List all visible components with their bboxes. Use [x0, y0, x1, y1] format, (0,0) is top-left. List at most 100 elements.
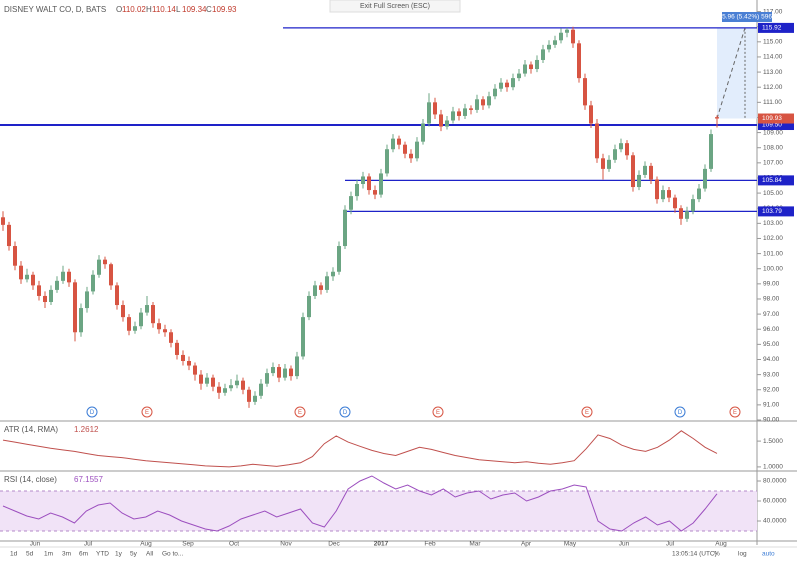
candle-body	[253, 395, 257, 402]
candle-body	[493, 88, 497, 97]
candle-body	[139, 312, 143, 327]
candle-body	[583, 78, 587, 106]
candle-body	[145, 305, 149, 313]
y-tick-label: 40.0000	[763, 518, 787, 525]
range-button[interactable]: 1m	[44, 551, 53, 558]
candle-body	[529, 64, 533, 70]
candle-body	[55, 280, 59, 290]
ohlc-key: L	[176, 5, 181, 14]
candle-body	[211, 377, 215, 387]
range-button[interactable]: 1d	[10, 551, 18, 558]
event-marker[interactable]	[294, 406, 306, 418]
event-marker[interactable]	[339, 406, 351, 418]
x-tick-label: Aug	[140, 541, 152, 548]
event-marker[interactable]	[581, 406, 593, 418]
candle-body	[649, 165, 653, 180]
candle-body	[277, 367, 281, 378]
event-label[interactable]: D	[90, 410, 95, 416]
candle-body	[415, 141, 419, 159]
candle-body	[457, 111, 461, 116]
event-label[interactable]: D	[678, 410, 683, 416]
candle-body	[175, 342, 179, 355]
range-button[interactable]: 5d	[26, 551, 34, 558]
candle-body	[109, 264, 113, 286]
y-tick-label: 91.00	[763, 402, 780, 409]
atr-label: ATR (14, RMA)	[4, 425, 58, 434]
x-tick-label: May	[564, 541, 577, 548]
scale-option[interactable]: auto	[762, 551, 775, 558]
candle-body	[217, 386, 221, 393]
candle-body	[517, 73, 521, 79]
candle-body	[553, 40, 557, 45]
candle-body	[619, 143, 623, 150]
candle-body	[571, 29, 575, 44]
ohlc-value: 109.93	[212, 5, 237, 14]
y-tick-label: 98.00	[763, 296, 780, 303]
range-button[interactable]: 1y	[115, 551, 123, 558]
x-tick-label: Jun	[619, 541, 630, 548]
range-button[interactable]: 3m	[62, 551, 71, 558]
candle-body	[319, 285, 323, 290]
event-label[interactable]: E	[733, 410, 737, 416]
ohlc-value: 109.34	[182, 5, 207, 14]
range-button[interactable]: YTD	[96, 551, 109, 558]
event-label[interactable]: E	[298, 410, 302, 416]
candle-body	[283, 368, 287, 378]
candle-body	[247, 389, 251, 402]
price-label: 109.50	[762, 122, 782, 129]
event-marker[interactable]	[729, 406, 741, 418]
event-marker[interactable]	[674, 406, 686, 418]
candle-body	[379, 173, 383, 195]
candle-body	[523, 64, 527, 74]
event-label[interactable]: E	[585, 410, 589, 416]
range-button[interactable]: 6m	[79, 551, 88, 558]
candle-body	[25, 274, 29, 280]
candle-body	[295, 356, 299, 377]
candle-body	[697, 188, 701, 200]
rsi-band	[0, 491, 757, 531]
price-label-bg	[758, 120, 794, 131]
candle-body	[691, 199, 695, 212]
fullscreen-button[interactable]	[329, 0, 461, 13]
candle-body	[439, 114, 443, 127]
candle-body	[541, 49, 545, 60]
event-label[interactable]: E	[436, 410, 440, 416]
candle-body	[589, 105, 593, 124]
event-marker[interactable]	[141, 406, 153, 418]
y-tick-label: 80.0000	[763, 478, 787, 485]
rsi-value: 67.1557	[74, 475, 103, 484]
candle-body	[301, 317, 305, 357]
candle-body	[229, 385, 233, 389]
candle-body	[121, 305, 125, 318]
y-tick-label: 115.00	[763, 39, 783, 46]
event-label[interactable]: E	[145, 410, 149, 416]
y-tick-label: 93.00	[763, 371, 780, 378]
candle-body	[133, 326, 137, 331]
event-label[interactable]: D	[343, 410, 348, 416]
candle-body	[391, 138, 395, 150]
candle-body	[595, 123, 599, 159]
candle-body	[1, 217, 5, 225]
candle-body	[313, 285, 317, 296]
last-price-label: 109.93	[762, 115, 782, 122]
candle-body	[271, 367, 275, 374]
x-tick-label: Feb	[424, 541, 436, 548]
scale-option[interactable]: log	[738, 551, 747, 558]
range-button[interactable]: Go to...	[162, 551, 184, 558]
range-button[interactable]: All	[146, 551, 154, 558]
candle-body	[487, 96, 491, 106]
candle-body	[715, 117, 719, 119]
candle-body	[601, 158, 605, 169]
event-marker[interactable]	[432, 406, 444, 418]
range-button[interactable]: 5y	[130, 551, 138, 558]
fullscreen-label[interactable]: Exit Full Screen (ESC)	[360, 3, 430, 10]
x-tick-label: Nov	[280, 541, 292, 548]
scale-option[interactable]: %	[714, 551, 720, 558]
price-label-bg	[758, 22, 794, 33]
event-marker[interactable]	[86, 406, 98, 418]
y-tick-label: 108.00	[763, 144, 783, 151]
candle-body	[409, 153, 413, 159]
candle-body	[193, 365, 197, 375]
